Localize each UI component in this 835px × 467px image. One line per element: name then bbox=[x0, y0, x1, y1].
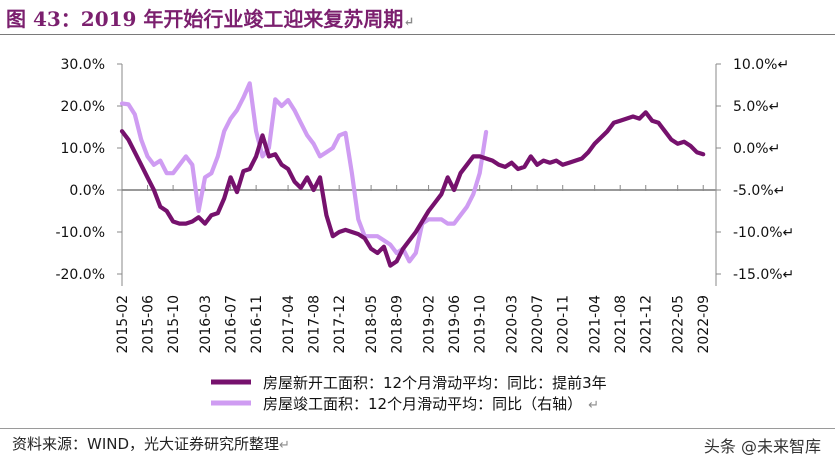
left-tick-label: 30.0% bbox=[61, 57, 105, 73]
title-divider bbox=[0, 34, 835, 35]
x-tick-label: 2016-11 bbox=[249, 295, 265, 354]
series-completions-line bbox=[119, 81, 489, 264]
left-tick-label: 20.0% bbox=[61, 99, 105, 115]
x-tick-label: 2018-05 bbox=[364, 295, 380, 354]
x-tick-label: 2021-08 bbox=[613, 295, 629, 354]
x-tick-label: 2017-08 bbox=[307, 295, 323, 354]
watermark: 头条 @未来智库 bbox=[703, 437, 821, 456]
x-tick-label: 2015-06 bbox=[141, 295, 157, 354]
x-tick-label: 2019-06 bbox=[447, 295, 463, 354]
right-tick-label: 10.0%↵ bbox=[733, 57, 789, 73]
x-tick-label: 2019-02 bbox=[422, 295, 438, 354]
legend-label-new-starts: 房屋新开工面积：12个月滑动平均：同比：提前3年 bbox=[263, 374, 607, 392]
axis-labels: 30.0% 20.0% 10.0% 0.0% -10.0% -20.0% 10.0%↵ 5.0… bbox=[55, 57, 794, 354]
x-tick-label: 2018-09 bbox=[390, 295, 406, 354]
x-tick-label: 2019-10 bbox=[473, 295, 489, 354]
source-note: 资料来源：WIND，光大证券研究所整理↵ bbox=[12, 435, 290, 453]
right-tick-label: 0.0%↵ bbox=[733, 141, 780, 157]
x-tick-label: 2020-07 bbox=[530, 295, 546, 354]
x-tick-label: 2021-04 bbox=[588, 295, 604, 354]
left-tick-label: -10.0% bbox=[55, 225, 105, 241]
x-tick-label: 2015-02 bbox=[115, 295, 131, 354]
x-tick-label: 2017-04 bbox=[281, 295, 297, 354]
legend: 房屋新开工面积：12个月滑动平均：同比：提前3年 房屋竣工面积：12个月滑动平均… bbox=[211, 374, 607, 413]
series-new-starts-line bbox=[119, 110, 706, 268]
legend-label-completions: 房屋竣工面积：12个月滑动平均：同比（右轴） ↵ bbox=[263, 395, 599, 413]
x-tick-label: 2020-03 bbox=[505, 295, 521, 354]
x-tick-label: 2022-05 bbox=[671, 295, 687, 354]
right-tick-label: -15.0%↵ bbox=[733, 267, 794, 283]
x-tick-label: 2015-10 bbox=[166, 295, 182, 354]
x-tick-label: 2022-09 bbox=[696, 295, 712, 354]
x-tick-label: 2016-07 bbox=[224, 295, 240, 354]
right-tick-label: -10.0%↵ bbox=[733, 225, 794, 241]
right-tick-label: 5.0%↵ bbox=[733, 99, 780, 115]
left-tick-label: 10.0% bbox=[61, 141, 105, 157]
right-tick-label: -5.0%↵ bbox=[733, 183, 785, 199]
x-tick-label: 2020-11 bbox=[556, 295, 572, 354]
series-layer bbox=[119, 81, 706, 268]
x-tick-label: 2017-12 bbox=[332, 295, 348, 354]
chart-area: 30.0% 20.0% 10.0% 0.0% -10.0% -20.0% 10.0%↵ 5.0… bbox=[55, 57, 794, 413]
left-tick-label: -20.0% bbox=[55, 267, 105, 283]
source-divider bbox=[0, 428, 835, 429]
x-tick-label: 2016-03 bbox=[198, 295, 214, 354]
left-tick-label: 0.0% bbox=[69, 183, 105, 199]
x-tick-label: 2021-12 bbox=[639, 295, 655, 354]
chart-title: 图 43：2019 年开始行业竣工迎来复苏周期↵ bbox=[6, 7, 415, 31]
